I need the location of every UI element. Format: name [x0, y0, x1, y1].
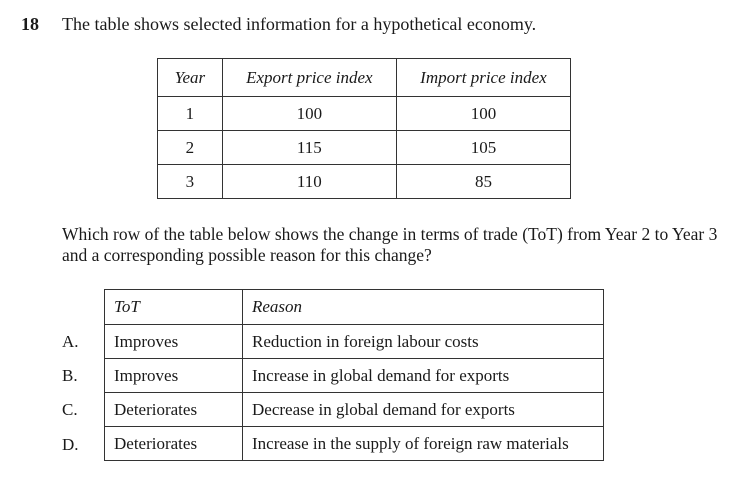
- option-letter-d[interactable]: D.: [62, 435, 79, 454]
- answer-options-table: ToT Reason Improves Reduction in foreign…: [104, 289, 604, 461]
- header-reason: Reason: [242, 289, 604, 325]
- year-cell: 1: [157, 96, 223, 131]
- export-cell: 100: [221, 96, 397, 131]
- option-row-a[interactable]: Improves Reduction in foreign labour cos…: [104, 324, 604, 359]
- reason-cell: Increase in the supply of foreign raw ma…: [242, 426, 604, 461]
- tot-cell: Deteriorates: [104, 392, 243, 427]
- tot-cell: Improves: [104, 358, 243, 393]
- price-index-table: Year Export price index Import price ind…: [157, 58, 572, 199]
- reason-cell: Increase in global demand for exports: [242, 358, 604, 393]
- header-tot: ToT: [104, 289, 243, 325]
- year-cell: 2: [157, 130, 223, 165]
- header-year: Year: [157, 58, 223, 97]
- option-row-c[interactable]: Deteriorates Decrease in global demand f…: [104, 392, 604, 427]
- export-cell: 110: [221, 164, 397, 199]
- reason-cell: Decrease in global demand for exports: [242, 392, 604, 427]
- export-cell: 115: [221, 130, 397, 165]
- question-stem: The table shows selected information for…: [62, 14, 537, 34]
- import-cell: 85: [395, 164, 572, 199]
- tot-cell: Deteriorates: [104, 426, 243, 461]
- option-row-d[interactable]: Deteriorates Increase in the supply of f…: [104, 426, 604, 461]
- header-import-price-index: Import price index: [395, 58, 572, 97]
- question-prompt: Which row of the table below shows the c…: [62, 224, 718, 265]
- option-row-b[interactable]: Improves Increase in global demand for e…: [104, 358, 604, 393]
- header-export-price-index: Export price index: [221, 58, 397, 97]
- table-header-row: Year Export price index Import price ind…: [157, 58, 572, 97]
- import-cell: 105: [395, 130, 572, 165]
- table-row: 1 100 100: [157, 96, 572, 131]
- year-cell: 3: [157, 164, 223, 199]
- table-row: 3 110 85: [157, 164, 572, 199]
- option-letter-b[interactable]: B.: [62, 366, 78, 385]
- table-row: 2 115 105: [157, 130, 572, 165]
- question-number: 18: [21, 14, 39, 34]
- import-cell: 100: [395, 96, 572, 131]
- options-header-row: ToT Reason: [104, 289, 604, 325]
- tot-cell: Improves: [104, 324, 243, 359]
- reason-cell: Reduction in foreign labour costs: [242, 324, 604, 359]
- option-letter-c[interactable]: C.: [62, 400, 78, 419]
- option-letter-a[interactable]: A.: [62, 332, 79, 351]
